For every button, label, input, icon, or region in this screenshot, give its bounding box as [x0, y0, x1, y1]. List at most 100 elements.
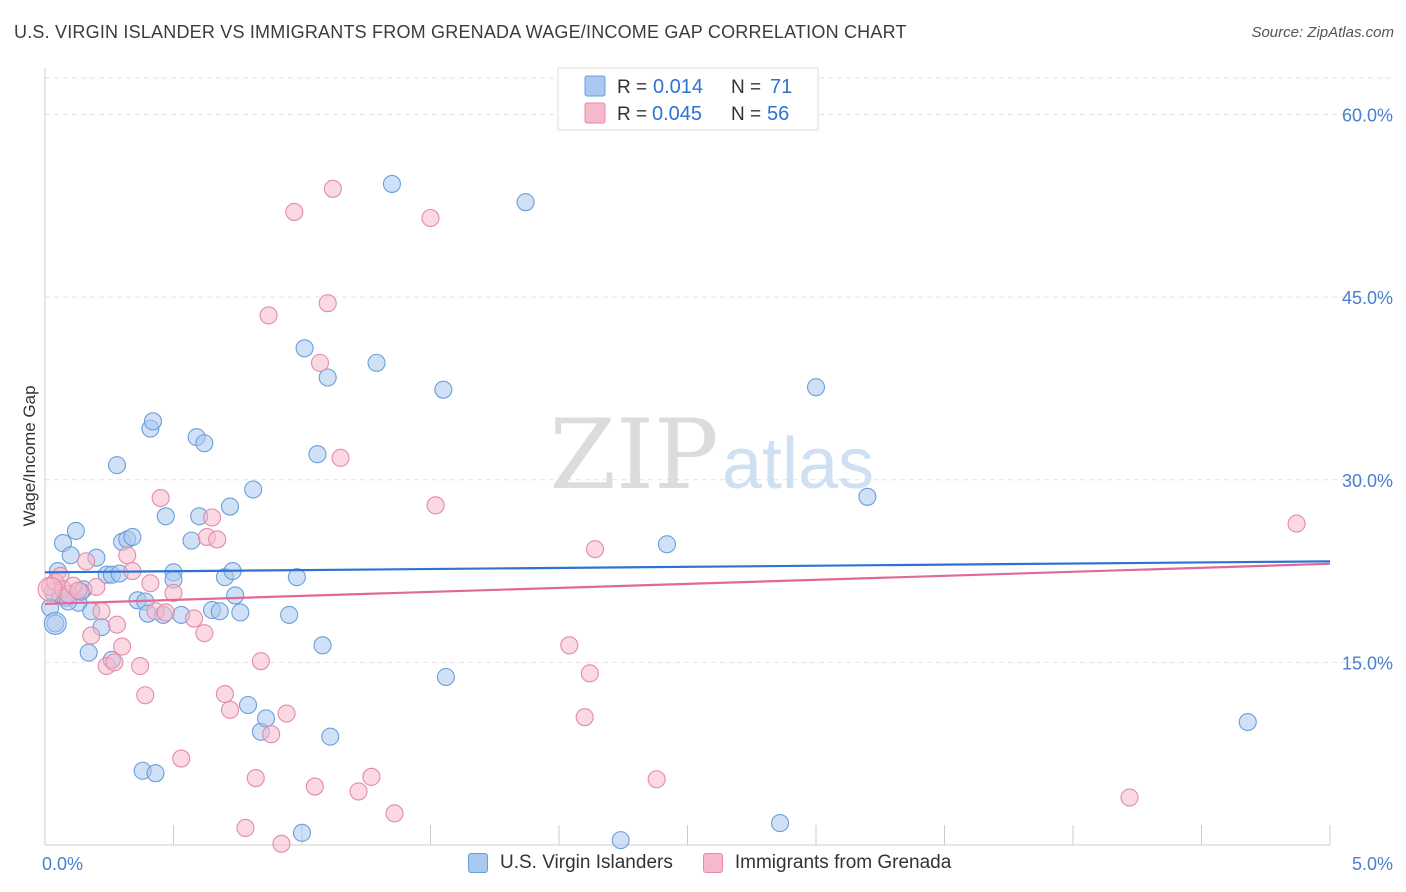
data-point-grenada-25 [185, 609, 204, 628]
data-point-grenada-47 [385, 804, 404, 823]
data-point-virgin-islanders-52 [295, 339, 314, 358]
legend-r-value-1: 0.045 [652, 103, 702, 125]
data-point-grenada-56 [1287, 514, 1306, 533]
y-tick-label-2: 45.0% [1342, 288, 1393, 308]
data-point-virgin-islanders-44 [231, 603, 250, 622]
data-point-grenada-10 [92, 602, 111, 621]
data-point-virgin-islanders-46 [244, 480, 263, 499]
data-point-virgin-islanders-58 [382, 174, 402, 193]
legend-swatch-virgin-islanders [468, 853, 488, 873]
data-point-virgin-islanders-61 [516, 193, 535, 212]
y-tick-label-1: 30.0% [1342, 471, 1393, 491]
data-point-grenada-35 [259, 306, 278, 325]
data-point-virgin-islanders-54 [313, 636, 332, 655]
data-point-grenada-22 [156, 603, 175, 622]
data-point-grenada-51 [575, 708, 594, 727]
data-point-grenada-8 [82, 626, 101, 645]
data-point-grenada-38 [277, 704, 296, 723]
data-point-grenada-12 [105, 653, 124, 672]
data-point-grenada-37 [272, 834, 291, 853]
watermark: ZIP atlas [549, 399, 874, 511]
y-tick-label-0: 15.0% [1342, 653, 1393, 673]
data-point-grenada-24 [172, 749, 191, 768]
data-point-grenada-36 [262, 725, 281, 744]
data-point-virgin-islanders-50 [287, 568, 306, 587]
legend-item-grenada[interactable]: Immigrants from Grenada [702, 852, 952, 874]
data-point-virgin-islanders-65 [806, 378, 826, 397]
data-point-virgin-islanders-51 [292, 823, 312, 842]
data-point-grenada-43 [323, 179, 342, 198]
data-point-virgin-islanders-39 [210, 602, 229, 621]
data-point-grenada-53 [585, 540, 605, 559]
data-point-grenada-31 [220, 700, 240, 719]
data-point-grenada-9 [87, 577, 106, 596]
data-point-grenada-39 [285, 202, 304, 221]
data-point-grenada-40 [305, 777, 324, 796]
data-point-grenada-17 [131, 656, 150, 676]
x-tick-labels: 0.0% 5.0% [42, 854, 1393, 874]
data-point-grenada-30 [215, 684, 234, 704]
legend-n-value-1: 56 [767, 103, 789, 125]
data-point-grenada-44 [331, 448, 350, 467]
data-point-virgin-islanders-10 [79, 643, 98, 662]
data-point-virgin-islanders-62 [611, 831, 630, 850]
trend-line-virgin-islanders [44, 560, 1331, 574]
data-point-grenada-32 [236, 818, 255, 838]
data-point-virgin-islanders-56 [321, 727, 340, 746]
data-point-virgin-islanders-43 [226, 586, 245, 605]
data-point-grenada-55 [1120, 788, 1139, 807]
data-point-grenada-48 [421, 208, 440, 228]
legend-swatch-pink [584, 102, 606, 124]
data-point-grenada-7 [77, 552, 96, 571]
data-point-grenada-54 [647, 770, 666, 789]
data-point-grenada-42 [318, 294, 337, 313]
data-point-virgin-islanders-63 [657, 535, 676, 554]
data-point-virgin-islanders-21 [123, 527, 142, 547]
legend-label-grenada: Immigrants from Grenada [734, 852, 952, 873]
legend-item-virgin-islanders[interactable]: U.S. Virgin Islanders [468, 852, 673, 874]
data-point-grenada-50 [560, 636, 579, 655]
data-point-virgin-islanders-53 [308, 445, 327, 464]
data-point-grenada-29 [208, 530, 227, 549]
data-point-grenada-52 [580, 664, 599, 683]
data-point-grenada-21 [151, 488, 170, 508]
x-tick-label-1: 5.0% [1352, 854, 1393, 874]
data-point-virgin-islanders-49 [280, 605, 299, 624]
data-point-virgin-islanders-37 [195, 434, 214, 453]
chart-title: U.S. VIRGIN ISLANDER VS IMMIGRANTS FROM … [14, 22, 907, 42]
source-label: Source: ZipAtlas.com [1251, 24, 1394, 41]
data-point-virgin-islanders-28 [146, 764, 165, 783]
data-point-virgin-islanders-27 [143, 412, 162, 431]
series-legend: U.S. Virgin Islanders Immigrants from Gr… [468, 852, 981, 874]
data-point-grenada-45 [349, 782, 368, 801]
data-points [37, 174, 1306, 853]
data-point-grenada-34 [251, 652, 270, 671]
data-point-grenada-41 [310, 353, 330, 372]
y-tick-labels: 15.0% 30.0% 45.0% 60.0% [1342, 106, 1393, 674]
data-point-grenada-28 [203, 508, 222, 527]
watermark-zip: ZIP [549, 399, 718, 511]
data-point-virgin-islanders-67 [1238, 712, 1257, 732]
trend-line-grenada [44, 562, 1331, 606]
legend-n-value-0: 71 [770, 76, 792, 98]
data-point-virgin-islanders-60 [436, 667, 455, 687]
legend-label-virgin-islanders: U.S. Virgin Islanders [500, 852, 673, 873]
watermark-atlas: atlas [722, 424, 874, 504]
data-point-cluster-pink [37, 576, 63, 602]
data-point-virgin-islanders-30 [156, 507, 175, 526]
data-point-virgin-islanders-64 [770, 814, 790, 833]
x-tick-label-0: 0.0% [42, 854, 83, 874]
data-point-grenada-6 [69, 581, 88, 600]
stats-legend: R = 0.014 N = 71 R = 0.045 N = 56 [557, 67, 819, 131]
data-point-virgin-islanders-41 [220, 497, 240, 516]
data-point-grenada-26 [195, 624, 214, 643]
grid [45, 77, 1395, 663]
data-point-cluster-blue [43, 611, 67, 635]
data-point-grenada-18 [136, 686, 155, 705]
data-point-virgin-islanders-59 [434, 380, 453, 399]
legend-n-label-1: N = [731, 104, 761, 125]
trend-lines [44, 560, 1331, 606]
data-point-virgin-islanders-34 [182, 531, 201, 550]
data-point-grenada-23 [164, 583, 183, 603]
